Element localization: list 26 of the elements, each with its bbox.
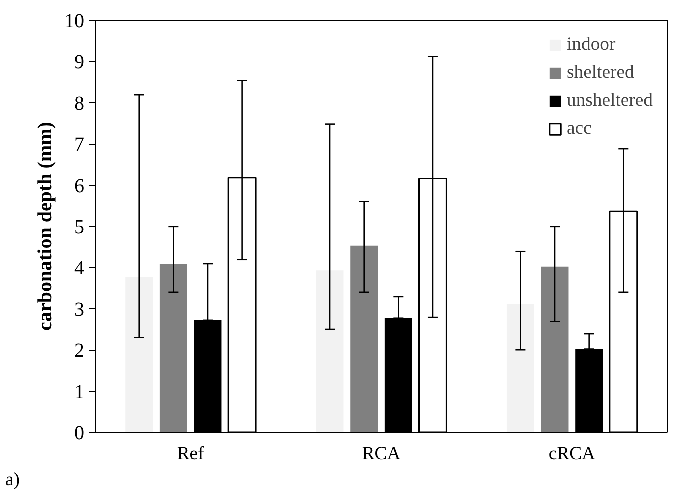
y-tick-label: 2: [74, 340, 84, 362]
legend-label: unsheltered: [567, 90, 653, 112]
bar: [160, 264, 188, 432]
y-tick-label: 4: [74, 258, 84, 280]
x-tick-label: Ref: [177, 444, 206, 464]
y-tick-label: 6: [74, 175, 84, 198]
y-tick-label: 1: [74, 381, 84, 404]
legend-label: acc: [567, 118, 592, 140]
y-axis-title: carbonation depth (mm): [34, 122, 56, 331]
x-tick-label: cRCA: [548, 444, 596, 464]
bar: [316, 270, 344, 432]
y-tick-label: 0: [74, 422, 84, 444]
legend-label: sheltered: [567, 62, 634, 84]
y-tick-label: 7: [74, 134, 84, 156]
bar: [350, 246, 378, 432]
bar: [541, 266, 569, 432]
y-tick-label: 3: [74, 298, 84, 321]
y-tick-label: 5: [74, 216, 84, 238]
x-tick-label: RCA: [362, 444, 402, 464]
text: a): [6, 470, 20, 490]
legend-label: indoor: [567, 34, 616, 56]
bar: [126, 277, 154, 432]
y-tick-label: 10: [64, 10, 84, 32]
y-tick-label: 8: [74, 92, 84, 115]
y-tick-label: 9: [74, 52, 84, 74]
bar: [506, 304, 534, 432]
